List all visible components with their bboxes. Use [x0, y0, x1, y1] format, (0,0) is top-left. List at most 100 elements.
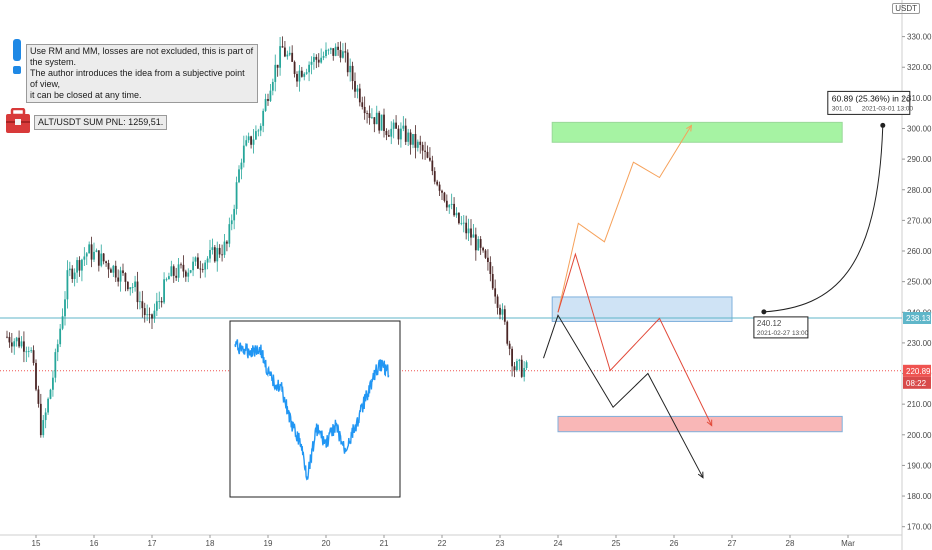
price-tick-label: 190.00: [907, 461, 932, 470]
candle-body: [151, 314, 153, 319]
countdown-badge: 08:22: [906, 379, 927, 388]
candle-body: [206, 258, 209, 263]
candle-body: [64, 299, 66, 317]
candle-body: [213, 247, 216, 262]
candle-body: [170, 266, 173, 277]
candle-body: [506, 321, 509, 344]
candle-body: [429, 157, 431, 161]
candle-body: [474, 234, 477, 251]
time-tick-label: 15: [32, 539, 41, 548]
candle-body: [516, 361, 518, 371]
candle-body: [126, 281, 129, 290]
candle-body: [81, 259, 83, 271]
candle-body: [44, 412, 47, 421]
currency-label[interactable]: USDT: [892, 3, 920, 14]
candle-body: [37, 389, 40, 404]
candle-body: [325, 49, 327, 57]
candle-body: [373, 117, 376, 125]
candle-body: [221, 254, 223, 256]
candle-body: [513, 366, 516, 371]
candle-body: [458, 212, 460, 224]
candle-body: [288, 52, 291, 55]
candle-body: [276, 64, 279, 68]
candle-body: [124, 273, 127, 282]
candle-body: [262, 110, 265, 126]
candle-body: [479, 239, 482, 248]
candle-body: [383, 114, 385, 131]
price-tick-label: 260.00: [907, 247, 932, 256]
candle-body: [259, 125, 262, 131]
candle-body: [445, 200, 448, 208]
briefcase-icon: [6, 108, 30, 133]
inset-frame: [229, 320, 401, 498]
candle-body: [134, 281, 136, 288]
candle-body: [264, 98, 267, 111]
price-tick-label: 280.00: [907, 186, 932, 195]
candle-body: [431, 160, 434, 172]
candle-body: [245, 140, 248, 146]
candle-body: [346, 52, 349, 73]
time-tick-label: 18: [206, 539, 215, 548]
candle-body: [368, 113, 371, 118]
candle-body: [242, 145, 245, 163]
candle-body: [180, 264, 182, 266]
candle-body: [337, 46, 339, 50]
candle-body: [322, 56, 325, 58]
candle-body: [110, 269, 112, 273]
candle-body: [100, 253, 103, 266]
candle-body: [339, 49, 342, 58]
price-tick-label: 270.00: [907, 216, 932, 225]
candle-body: [201, 269, 204, 270]
candle-body: [119, 270, 122, 282]
measure-end-box: [827, 90, 911, 115]
candle-body: [39, 403, 42, 436]
candle-body: [129, 287, 132, 290]
measure-end-price: 301.01: [832, 105, 852, 112]
candle-body: [419, 141, 422, 145]
candle-body: [378, 112, 381, 131]
time-tick-label: 20: [322, 539, 331, 548]
orange-scenario-arrowhead: [686, 124, 693, 132]
candle-body: [460, 222, 463, 224]
price-axis[interactable]: 330.00 320.00 310.00 300.00 290.00 280.00 270.…: [902, 33, 932, 532]
candle-body: [433, 171, 436, 182]
candle-body: [305, 72, 308, 74]
candle-body: [10, 342, 13, 347]
candle-body: [23, 341, 25, 352]
last-price-badge: 220.89: [906, 367, 931, 376]
time-tick-label: 21: [380, 539, 389, 548]
candle-body: [252, 139, 255, 145]
price-tick-label: 180.00: [907, 492, 932, 501]
candle-body: [267, 98, 269, 101]
candle-body: [78, 260, 81, 271]
price-tick-label: 290.00: [907, 155, 932, 164]
candle-body: [30, 350, 33, 352]
candle-body: [66, 270, 69, 300]
candle-body: [56, 344, 59, 353]
candle-body: [148, 314, 151, 316]
candle-body: [168, 276, 170, 280]
candle-body: [211, 247, 214, 251]
candle-body: [438, 184, 441, 191]
price-tick-label: 230.00: [907, 339, 932, 348]
candle-body: [400, 128, 402, 140]
time-tick-label: 27: [728, 539, 737, 548]
candle-body: [395, 122, 397, 129]
candle-body: [139, 301, 141, 303]
scenario-paths: [543, 124, 713, 479]
time-axis[interactable]: 15 16 17 18 19 20 21 22 23 24 25 26 27 28 Mar: [32, 535, 856, 548]
candle-body: [421, 144, 424, 151]
candle-body: [250, 136, 252, 145]
measure-tool[interactable]: 240.12 2021-02-27 13:00 60.89 (25.36%) in …: [753, 90, 914, 339]
time-tick-label: Mar: [841, 539, 855, 548]
time-tick-label: 28: [786, 539, 795, 548]
level-price-badge: 238.13: [906, 314, 931, 323]
price-tick-label: 330.00: [907, 33, 932, 42]
candle-body: [146, 314, 149, 316]
candle-body: [90, 244, 93, 260]
candle-body: [409, 132, 412, 145]
candle-body: [35, 362, 37, 390]
measure-start-price: 240.12: [757, 319, 782, 328]
candle-body: [49, 389, 52, 399]
